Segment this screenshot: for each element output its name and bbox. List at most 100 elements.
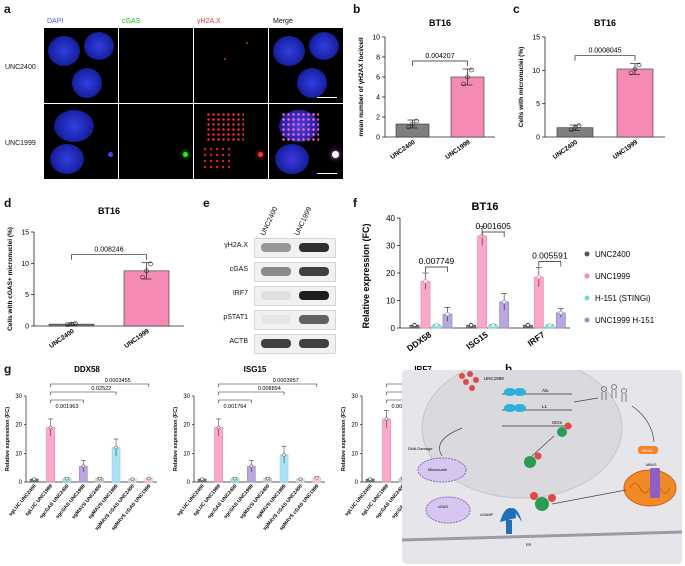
p-value-label: 0.001764 [223, 404, 246, 410]
wb-band [299, 291, 329, 300]
unc1999-molecules [459, 371, 479, 391]
data-point [469, 67, 474, 73]
data-point [32, 477, 36, 481]
chart-c: BT16 0 5 10 15 Cells with micronuclei (%) UNC2… [518, 18, 665, 161]
data-point [147, 476, 151, 481]
data-point [81, 464, 86, 468]
x-tick-label: DDX58 [405, 329, 433, 353]
y-tick-label: 10 [15, 451, 22, 457]
channel-label-dapi: DAPI [47, 18, 64, 25]
p-value-label: 0.0003455 [105, 378, 131, 384]
chart-title: ISG15 [244, 365, 267, 374]
data-point [406, 124, 411, 130]
data-point [632, 66, 638, 72]
data-point [410, 121, 415, 127]
micrograph-merge-unc1999 [269, 104, 343, 179]
panel-e: UNC2400 UNC1999 γH2A.X cGAS IRF7 pSTAT1 ACTB [210, 200, 350, 360]
y-axis-label: Relative expression (FC) [173, 407, 179, 471]
bar [477, 235, 488, 329]
legend-label: UNC1999 [595, 272, 631, 281]
y-tick-label: 10 [532, 68, 540, 75]
panel-b-label: b [353, 2, 361, 16]
data-point [298, 477, 303, 481]
data-point [468, 323, 474, 328]
x-tick-label: UNC1999 [123, 328, 151, 350]
chart-title: BT16 [429, 18, 451, 28]
row-label-unc1999: UNC1999 [5, 140, 36, 147]
y-tick-label: 30 [15, 394, 22, 400]
label-dna-damage: DNA Damage [408, 446, 433, 451]
y-tick-label: 20 [183, 423, 190, 429]
y-tick-label: 20 [386, 269, 395, 278]
wb-protein-label: cGAS [229, 266, 248, 273]
wb-blot-strip [254, 262, 336, 282]
tbk1-complex [535, 497, 549, 511]
wb-protein-label: γH2A.X [224, 242, 248, 249]
data-point [140, 274, 145, 280]
p-value-label: 0.02522 [91, 386, 111, 392]
wb-col-label-unc2400: UNC2400 [260, 206, 280, 237]
y-axis-label: Relative expression (FC) [361, 223, 371, 328]
chart-title: BT16 [472, 201, 499, 213]
y-tick-label: 4 [376, 95, 380, 102]
legend-marker [584, 317, 590, 323]
irf-dimer [524, 456, 536, 468]
schematic-h: UNC1999 Alu L1 ISGs MDA5 MAVS DNA Damage… [402, 370, 682, 564]
y-tick-label: 10 [351, 451, 358, 457]
chart-f: BT16 0 10 20 30 40 Relative expression (FC) DDX… [361, 201, 655, 353]
significance-bracket [574, 55, 636, 61]
significance-bracket [218, 383, 318, 387]
wb-blot-strip [254, 310, 336, 330]
p-value-label: 0.008894 [258, 386, 281, 392]
micrograph-gh2ax-unc2400 [194, 28, 268, 103]
y-tick-label: 0 [25, 324, 29, 331]
nucleus [421, 370, 623, 499]
wb-band [261, 339, 291, 348]
scale-bar [317, 97, 337, 98]
data-point [200, 477, 204, 481]
x-tick-label: UNC2400 [48, 328, 76, 350]
x-tick-label: UNC1999 [612, 139, 640, 161]
y-axis-label: Relative expression (FC) [341, 407, 347, 471]
chart-title: BT16 [98, 206, 120, 216]
significance-bracket [218, 399, 252, 403]
legend-label: H-151 (STINGi) [595, 294, 651, 303]
x-tick-label: UNC2400 [552, 139, 580, 161]
membrane [402, 530, 682, 542]
y-tick-label: 0 [391, 324, 396, 333]
wb-band [261, 243, 291, 252]
wb-band [299, 339, 329, 348]
y-tick-label: 10 [21, 261, 29, 268]
chart-b: BT16 0 2 4 6 8 10 mean number of γH2AX foci/cel… [358, 18, 495, 161]
legend-label: UNC1999 H-151 [595, 316, 655, 325]
y-tick-label: 20 [15, 423, 22, 429]
p-value-label: 0.0008045 [588, 48, 621, 55]
x-tick-label: sgLUC UNC2400 [8, 483, 38, 517]
p-value-label: 0.004207 [425, 53, 454, 60]
sting [500, 508, 522, 534]
micronucleus-2 [425, 496, 471, 524]
p-value-label: 0.001963 [55, 404, 78, 410]
y-tick-label: 2 [376, 115, 380, 122]
label-micronuclei: Micronuclei [428, 468, 447, 472]
data-point [368, 477, 372, 481]
data-point [65, 476, 69, 481]
x-tick-label: IRF7 [526, 329, 547, 348]
mda5 [638, 446, 658, 454]
legend-marker [584, 273, 590, 279]
data-point [216, 425, 221, 430]
significance-bracket [50, 399, 84, 403]
chart-title: BT16 [594, 18, 616, 28]
wb-blot-strip [254, 238, 336, 258]
scale-bar [317, 173, 337, 174]
bar [616, 68, 654, 138]
significance-bracket [50, 391, 117, 395]
chart-title: DDX58 [74, 365, 100, 374]
data-point [628, 70, 634, 76]
label-unc1999: UNC1999 [484, 376, 504, 381]
label-cgas: cGAS [438, 505, 448, 509]
significance-bracket [425, 266, 448, 272]
y-axis-label: Cells with micronuclei (%) [518, 47, 525, 128]
panel-c-label: c [513, 2, 520, 16]
p-value-label: 0.001605 [475, 221, 511, 231]
